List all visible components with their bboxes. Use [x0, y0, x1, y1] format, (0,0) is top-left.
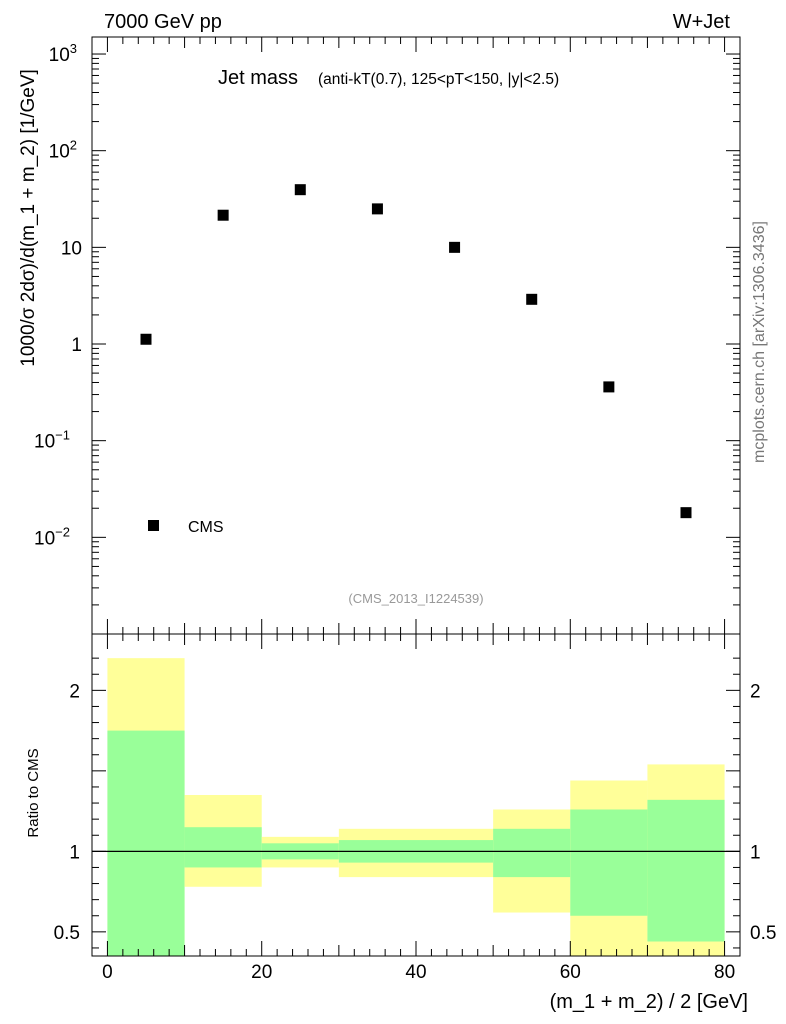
main-ytick-label: 1 [71, 335, 82, 356]
x-tick-label: 60 [560, 962, 581, 983]
main-ytick-label: 102 [49, 138, 77, 163]
main-ylabel: 1000/σ 2dσ)/d(m_1 + m_2) [1/GeV] [18, 69, 39, 367]
stat-band-7 [647, 799, 725, 942]
side-label: mcplots.cern.ch [arXiv:1306.3436] [751, 221, 768, 463]
data-point [680, 507, 692, 519]
stat-band-5 [493, 828, 571, 878]
ratio-ytick-label-right: 1 [750, 842, 761, 863]
ratio-bands [107, 658, 725, 956]
data-points [140, 184, 692, 519]
main-title: Jet mass [218, 67, 298, 89]
main-ytick-label: 10−2 [34, 524, 70, 549]
ratio-ytick-label-right: 0.5 [750, 923, 776, 944]
data-point [294, 184, 306, 196]
legend-marker [148, 520, 159, 531]
ratio-ytick-label-left: 0.5 [54, 923, 80, 944]
data-point [526, 293, 538, 305]
stat-band-1 [184, 827, 262, 868]
process-label: W+Jet [673, 11, 731, 33]
data-point [371, 203, 383, 215]
ratio-ytick-label-left: 1 [69, 842, 80, 863]
ratio-ytick-label-left: 2 [69, 681, 80, 702]
data-point [603, 381, 615, 393]
ratio-ylabel: Ratio to CMS [25, 748, 42, 837]
main-ytick-label: 10−1 [34, 428, 70, 453]
x-tick-label: 20 [251, 962, 272, 983]
analysis-id: (CMS_2013_I1224539) [348, 591, 483, 606]
x-axis-label: (m_1 + m_2) / 2 [GeV] [550, 991, 748, 1013]
legend-label: CMS [188, 519, 224, 536]
main-ytick-label: 103 [49, 41, 77, 66]
energy-label: 7000 GeV pp [104, 11, 222, 33]
data-point [217, 209, 229, 221]
main-ytick-label: 10 [61, 238, 82, 259]
stat-band-6 [570, 809, 648, 916]
data-point [140, 333, 152, 345]
main-subtitle: (anti-kT(0.7), 125<pT<150, |y|<2.5) [318, 71, 559, 88]
x-tick-label: 0 [102, 962, 113, 983]
stat-band-0 [107, 730, 185, 956]
data-point [449, 241, 461, 253]
x-tick-label: 80 [714, 962, 735, 983]
x-tick-label: 40 [405, 962, 426, 983]
main-frame [91, 36, 741, 635]
ratio-ytick-label-right: 2 [750, 681, 761, 702]
